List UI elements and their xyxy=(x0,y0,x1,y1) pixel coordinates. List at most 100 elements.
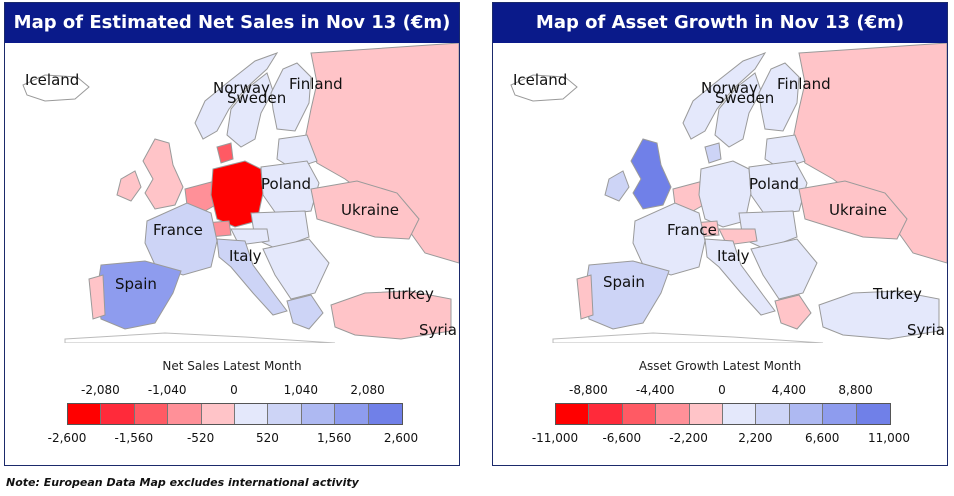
label-finland: Finland xyxy=(289,75,343,93)
label-france: France xyxy=(153,221,203,239)
label-norway: Norway xyxy=(213,79,270,97)
legend-swatch xyxy=(756,404,790,424)
legend-swatch xyxy=(234,404,269,424)
label-ukraine: Ukraine xyxy=(829,201,887,219)
label-ukraine: Ukraine xyxy=(341,201,399,219)
country-france[interactable] xyxy=(144,202,218,276)
legend-title: Net Sales Latest Month xyxy=(162,359,302,373)
country-portugal[interactable] xyxy=(576,274,594,320)
north-africa-region xyxy=(64,332,336,343)
country-turkey[interactable] xyxy=(330,290,452,340)
label-iceland: Iceland xyxy=(25,71,80,89)
net-sales-map-panel: Map of Estimated Net Sales in Nov 13 (€m… xyxy=(4,2,460,466)
country-balkans[interactable] xyxy=(262,238,330,300)
legend-swatch xyxy=(722,404,757,424)
legend-lower-tick: -2,200 xyxy=(669,431,708,445)
country-turkey[interactable] xyxy=(818,290,940,340)
country-italy[interactable] xyxy=(704,238,776,316)
country-denmark[interactable] xyxy=(704,142,722,164)
legend-swatch xyxy=(856,404,890,424)
country-poland[interactable] xyxy=(260,160,320,216)
legend-swatch xyxy=(101,404,135,424)
legend-upper-tick: 0 xyxy=(718,383,726,397)
legend-upper-tick: 1,040 xyxy=(283,383,318,397)
legend-swatch xyxy=(134,404,169,424)
legend-lower-tick: 520 xyxy=(255,431,279,445)
country-france[interactable] xyxy=(632,202,706,276)
legend-upper-tick: 8,800 xyxy=(838,383,873,397)
country-uk[interactable] xyxy=(630,138,672,210)
label-france: France xyxy=(667,221,717,239)
label-finland: Finland xyxy=(777,75,831,93)
country-finland[interactable] xyxy=(270,62,312,132)
north-africa-region xyxy=(552,332,824,343)
legend-lower-tick: 11,000 xyxy=(868,431,910,445)
legend-swatch xyxy=(335,404,369,424)
country-spain[interactable] xyxy=(584,260,670,330)
country-italy[interactable] xyxy=(216,238,288,316)
net-sales-map-title: Map of Estimated Net Sales in Nov 13 (€m… xyxy=(5,3,459,43)
country-greece[interactable] xyxy=(774,294,812,330)
country-greece[interactable] xyxy=(286,294,324,330)
label-spain: Spain xyxy=(115,275,157,293)
legend-swatch xyxy=(301,404,336,424)
asset-growth-map-title: Map of Asset Growth in Nov 13 (€m) xyxy=(493,3,947,43)
europe-map-svg xyxy=(22,43,459,343)
legend-lower-tick: -1,560 xyxy=(114,431,154,445)
asset-growth-map[interactable]: Iceland Norway Sweden Finland Poland Ukr… xyxy=(493,43,947,343)
label-syria: Syria xyxy=(419,321,457,339)
label-iceland: Iceland xyxy=(513,71,568,89)
legend-color-bar xyxy=(67,403,403,425)
legend-lower-tick: -520 xyxy=(186,431,215,445)
country-iceland[interactable] xyxy=(510,74,578,102)
country-benelux[interactable] xyxy=(184,180,220,212)
legend-swatch xyxy=(656,404,690,424)
country-poland[interactable] xyxy=(748,160,808,216)
legend-upper-tick: 2,080 xyxy=(350,383,385,397)
legend-swatch xyxy=(589,404,623,424)
legend-swatch xyxy=(556,404,590,424)
country-ukraine[interactable] xyxy=(310,180,420,240)
country-uk[interactable] xyxy=(142,138,184,210)
label-italy: Italy xyxy=(717,247,750,265)
country-balkans[interactable] xyxy=(750,238,818,300)
label-syria: Syria xyxy=(907,321,945,339)
legend-upper-tick: -4,400 xyxy=(635,383,675,397)
country-ireland[interactable] xyxy=(604,170,630,202)
label-italy: Italy xyxy=(229,247,262,265)
country-ukraine[interactable] xyxy=(798,180,908,240)
label-poland: Poland xyxy=(261,175,312,193)
country-ireland[interactable] xyxy=(116,170,142,202)
legend-lower-tick: -6,600 xyxy=(602,431,642,445)
legend-swatch xyxy=(823,404,857,424)
legend-lower-tick: 1,560 xyxy=(317,431,352,445)
country-benelux[interactable] xyxy=(672,180,708,212)
country-norway[interactable] xyxy=(682,52,767,140)
asset-growth-legend: Asset Growth Latest Month -11,000 -6,600 -… xyxy=(493,353,947,463)
legend-lower-tick: -2,600 xyxy=(47,431,87,445)
country-finland[interactable] xyxy=(758,62,800,132)
country-portugal[interactable] xyxy=(88,274,106,320)
legend-upper-tick: -8,800 xyxy=(569,383,608,397)
legend-lower-tick: 6,600 xyxy=(805,431,840,445)
legend-lower-tick: -11,000 xyxy=(531,431,579,445)
legend-swatch xyxy=(368,404,402,424)
label-spain: Spain xyxy=(603,273,645,291)
legend-swatch xyxy=(622,404,657,424)
legend-upper-tick: 0 xyxy=(230,383,238,397)
net-sales-map[interactable]: Iceland Norway Sweden Finland Poland Ukr… xyxy=(5,43,459,343)
label-poland: Poland xyxy=(749,175,800,193)
country-iceland[interactable] xyxy=(22,74,90,102)
label-turkey: Turkey xyxy=(873,285,922,303)
country-denmark[interactable] xyxy=(216,142,234,164)
country-norway[interactable] xyxy=(194,52,279,140)
footnote: Note: European Data Map excludes interna… xyxy=(6,476,359,489)
legend-upper-tick: -2,080 xyxy=(81,383,120,397)
legend-upper-tick: -1,040 xyxy=(147,383,187,397)
legend-swatch xyxy=(789,404,824,424)
country-spain[interactable] xyxy=(96,260,182,330)
europe-map-svg xyxy=(510,43,947,343)
label-sweden: Sweden xyxy=(227,89,287,107)
legend-swatch xyxy=(68,404,102,424)
label-norway: Norway xyxy=(701,79,758,97)
